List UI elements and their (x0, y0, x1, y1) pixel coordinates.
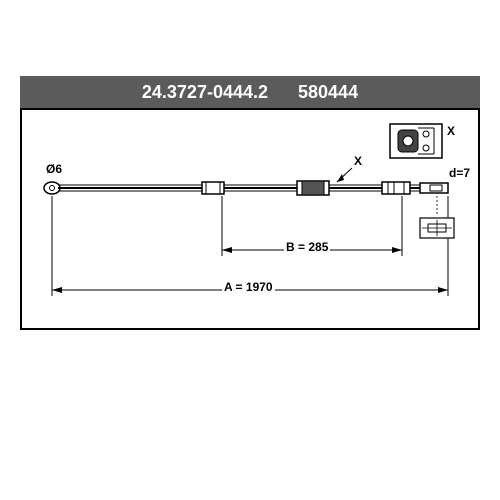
dim-a-label: A = 1970 (222, 280, 275, 294)
fitting-1 (202, 182, 224, 194)
detail-view (390, 124, 442, 158)
dim-a-arrow-right (438, 287, 448, 293)
arrow-label: X (352, 154, 364, 168)
product-code: 580444 (298, 82, 358, 103)
detail-label: X (445, 124, 457, 138)
fitting-3 (382, 182, 410, 194)
left-diameter-label: Ø6 (44, 162, 64, 176)
right-diameter-label: d=7 (447, 166, 472, 180)
header-bar: 24.3727-0444.2 580444 (20, 76, 480, 108)
technical-drawing (22, 110, 478, 332)
page-container: 24.3727-0444.2 580444 (0, 0, 500, 500)
part-number: 24.3727-0444.2 (142, 82, 268, 103)
dim-b-label: B = 285 (284, 240, 330, 254)
left-eyelet (44, 182, 60, 194)
dim-b-arrow-right (392, 247, 402, 253)
dim-b-arrow-left (222, 247, 232, 253)
diagram-panel: Ø6 d=7 X X B = 285 A = 1970 (20, 108, 480, 330)
left-eyelet-hole (50, 186, 55, 191)
end-detail (420, 218, 454, 238)
dim-a-arrow-left (52, 287, 62, 293)
